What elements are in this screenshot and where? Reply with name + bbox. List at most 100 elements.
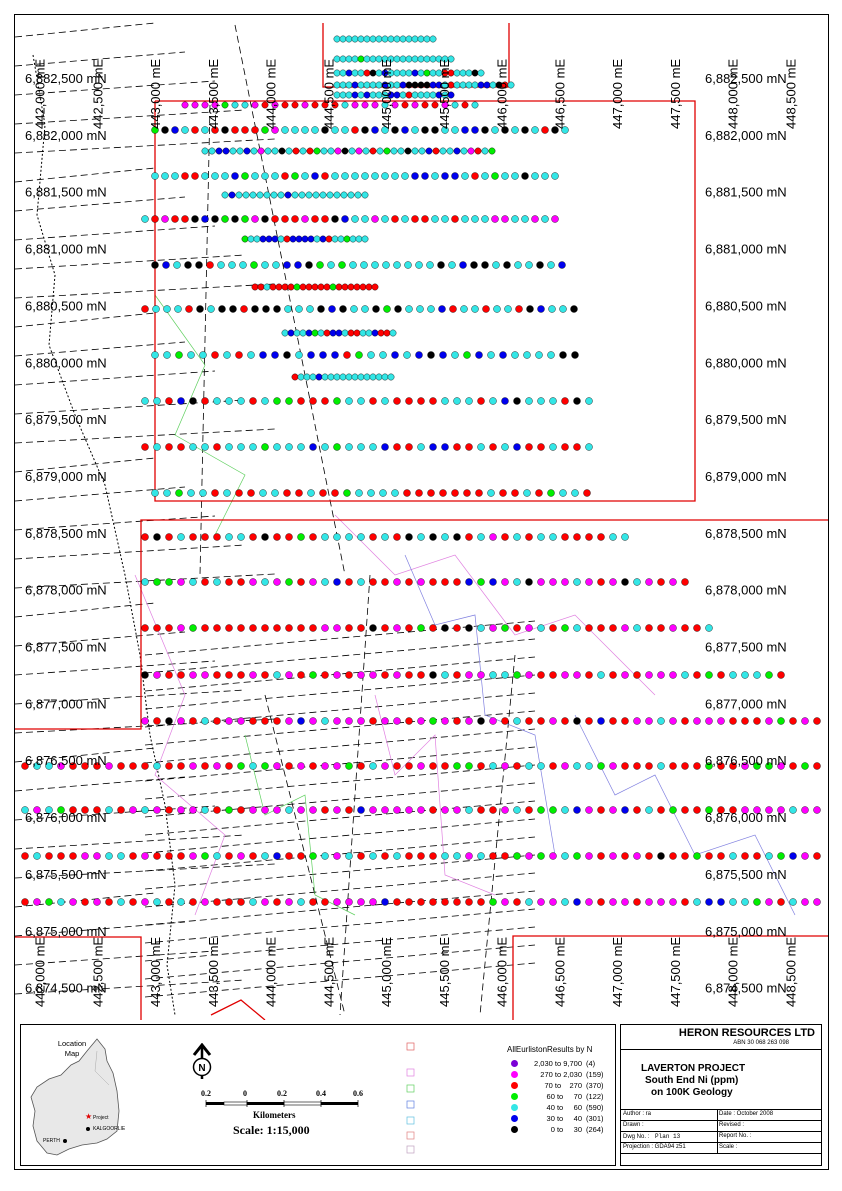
sample-point	[261, 215, 269, 223]
sample-point	[201, 126, 209, 134]
fault-line	[144, 674, 536, 710]
sample-point	[189, 671, 197, 679]
sample-point	[537, 717, 545, 725]
sample-point	[117, 762, 125, 770]
sample-point	[367, 489, 375, 497]
map-canvas[interactable]: 442,000 mE 442,500 mE 443,000 mE 443,500 mE…	[15, 15, 828, 1020]
sample-point	[211, 172, 219, 180]
sample-point	[357, 91, 365, 99]
sample-point	[681, 806, 689, 814]
sample-point	[813, 898, 821, 906]
sample-point	[345, 373, 353, 381]
fault-line	[15, 51, 186, 67]
sample-point	[405, 69, 413, 77]
sample-point	[299, 329, 307, 337]
sample-point	[339, 91, 347, 99]
sample-point	[536, 261, 544, 269]
sample-point	[237, 852, 245, 860]
sample-point	[421, 215, 429, 223]
sample-point	[597, 852, 605, 860]
sample-point	[432, 147, 440, 155]
sample-point	[45, 852, 53, 860]
sample-point	[477, 671, 485, 679]
sample-point	[585, 443, 593, 451]
sample-point	[429, 533, 437, 541]
fault-line	[144, 962, 536, 998]
sample-point	[249, 898, 257, 906]
sample-point	[295, 489, 303, 497]
sample-point	[465, 671, 473, 679]
sample-point	[391, 172, 399, 180]
sample-point	[278, 147, 286, 155]
sample-point	[511, 489, 519, 497]
sample-point	[153, 578, 161, 586]
sample-point	[105, 806, 113, 814]
sample-point	[369, 762, 377, 770]
sample-point	[285, 671, 293, 679]
sample-point	[405, 624, 413, 632]
sample-point	[261, 898, 269, 906]
sample-point	[729, 671, 737, 679]
sample-point	[381, 35, 389, 43]
sample-point	[225, 443, 233, 451]
sample-point	[549, 578, 557, 586]
sample-point	[225, 578, 233, 586]
sample-point	[446, 147, 454, 155]
sample-point	[271, 351, 279, 359]
sample-point	[537, 671, 545, 679]
sample-point	[173, 261, 181, 269]
northing-label: 6,882,500 mN	[705, 71, 787, 86]
sample-point	[393, 261, 401, 269]
sample-point	[33, 852, 41, 860]
sample-point	[141, 305, 149, 313]
sample-point	[329, 283, 337, 291]
sample-point	[416, 305, 424, 313]
sample-point	[273, 671, 281, 679]
sample-point	[237, 533, 245, 541]
sample-point	[465, 578, 473, 586]
sample-point	[199, 351, 207, 359]
sample-point	[261, 578, 269, 586]
fault-line	[144, 800, 536, 836]
sample-point	[477, 443, 485, 451]
sample-point	[225, 397, 233, 405]
sample-point	[69, 806, 77, 814]
sample-point	[633, 671, 641, 679]
sample-point	[525, 261, 533, 269]
northing-label: 6,875,500 mN	[705, 867, 787, 882]
sample-point	[513, 443, 521, 451]
sample-point	[257, 283, 265, 291]
sample-point	[320, 147, 328, 155]
sample-point	[511, 215, 519, 223]
sample-point	[488, 147, 496, 155]
sample-point	[350, 305, 358, 313]
sample-point	[343, 351, 351, 359]
sample-point	[331, 351, 339, 359]
sample-point	[273, 806, 281, 814]
sample-point	[381, 373, 389, 381]
easting-label: 448,000 mE	[726, 937, 741, 1007]
northing-label: 6,880,000 mN	[25, 355, 107, 370]
fault-line	[15, 486, 186, 502]
sample-point	[351, 35, 359, 43]
sample-point	[372, 305, 380, 313]
tenement-boundary	[15, 936, 142, 1020]
date-field: Date : October 2008	[719, 1111, 774, 1117]
sample-point	[213, 533, 221, 541]
sample-point	[405, 35, 413, 43]
sample-point	[325, 235, 333, 243]
sample-point	[729, 806, 737, 814]
sample-point	[69, 898, 77, 906]
sample-point	[353, 329, 361, 337]
sample-point	[321, 215, 329, 223]
sample-point	[213, 671, 221, 679]
sample-point	[105, 762, 113, 770]
sample-point	[547, 261, 555, 269]
northing-label: 6,881,000 mN	[25, 242, 107, 257]
legend-count: (122)	[586, 1092, 604, 1101]
sample-point	[261, 101, 269, 109]
sample-point	[349, 235, 357, 243]
sample-point	[153, 624, 161, 632]
sample-point	[153, 443, 161, 451]
sample-point	[277, 191, 285, 199]
